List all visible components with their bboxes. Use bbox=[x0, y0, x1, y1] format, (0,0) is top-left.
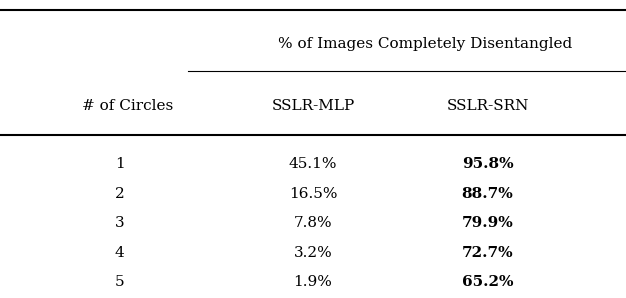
Text: 16.5%: 16.5% bbox=[289, 187, 337, 201]
Text: 2: 2 bbox=[115, 187, 125, 201]
Text: SSLR-SRN: SSLR-SRN bbox=[446, 99, 529, 113]
Text: SSLR-MLP: SSLR-MLP bbox=[272, 99, 354, 113]
Text: % of Images Completely Disentangled: % of Images Completely Disentangled bbox=[278, 37, 572, 51]
Text: 4: 4 bbox=[115, 246, 125, 260]
Text: 88.7%: 88.7% bbox=[461, 187, 513, 201]
Text: 1: 1 bbox=[115, 157, 125, 171]
Text: 3.2%: 3.2% bbox=[294, 246, 332, 260]
Text: 5: 5 bbox=[115, 275, 125, 289]
Text: 1.9%: 1.9% bbox=[294, 275, 332, 289]
Text: 7.8%: 7.8% bbox=[294, 216, 332, 230]
Text: 45.1%: 45.1% bbox=[289, 157, 337, 171]
Text: 79.9%: 79.9% bbox=[461, 216, 513, 230]
Text: 72.7%: 72.7% bbox=[462, 246, 513, 260]
Text: 95.8%: 95.8% bbox=[462, 157, 513, 171]
Text: # of Circles: # of Circles bbox=[83, 99, 173, 113]
Text: 65.2%: 65.2% bbox=[462, 275, 513, 289]
Text: 3: 3 bbox=[115, 216, 125, 230]
